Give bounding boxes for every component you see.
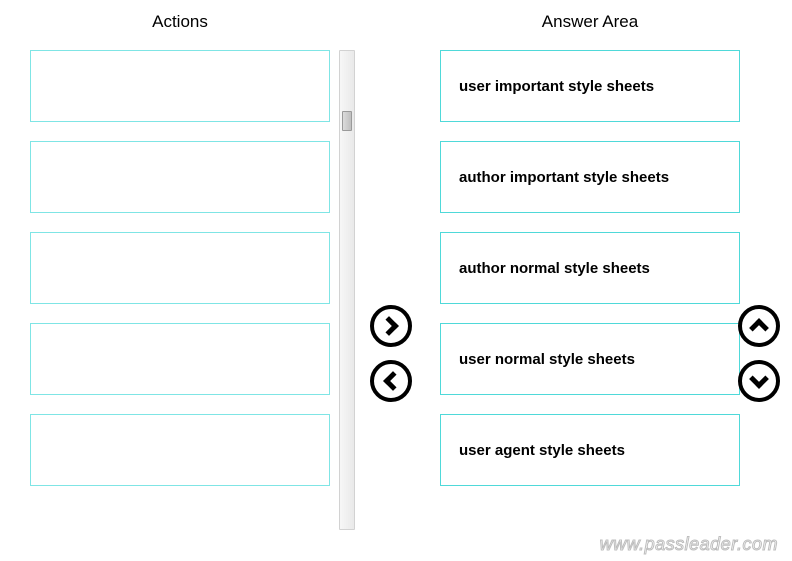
answer-slot[interactable]: user important style sheets — [440, 50, 740, 122]
answer-column: Answer Area user important style sheets … — [420, 10, 760, 551]
move-right-button[interactable] — [370, 305, 412, 347]
slot-label: user agent style sheets — [459, 442, 625, 459]
actions-slot[interactable] — [30, 232, 330, 304]
answer-slot[interactable]: user agent style sheets — [440, 414, 740, 486]
answer-slot[interactable]: user normal style sheets — [440, 323, 740, 395]
chevron-left-icon — [383, 371, 403, 391]
actions-slot[interactable] — [30, 50, 330, 122]
actions-slot[interactable] — [30, 323, 330, 395]
scrollbar-thumb[interactable] — [342, 111, 352, 131]
chevron-up-icon — [749, 318, 769, 338]
move-up-button[interactable] — [738, 305, 780, 347]
drag-drop-layout: Actions Answer Area user important style… — [0, 0, 792, 561]
slot-label: user normal style sheets — [459, 351, 635, 368]
slot-label: author normal style sheets — [459, 260, 650, 277]
slot-label: user important style sheets — [459, 78, 654, 95]
answer-slot[interactable]: author important style sheets — [440, 141, 740, 213]
actions-column: Actions — [10, 10, 350, 551]
chevron-right-icon — [379, 316, 399, 336]
move-down-button[interactable] — [738, 360, 780, 402]
actions-scrollbar[interactable] — [339, 50, 355, 530]
slot-label: author important style sheets — [459, 169, 669, 186]
watermark-text: www.passleader.com — [600, 534, 778, 555]
chevron-down-icon — [749, 369, 769, 389]
actions-slot[interactable] — [30, 141, 330, 213]
actions-slot[interactable] — [30, 414, 330, 486]
move-left-button[interactable] — [370, 360, 412, 402]
actions-header: Actions — [152, 12, 208, 32]
answer-header: Answer Area — [542, 12, 638, 32]
answer-slot[interactable]: author normal style sheets — [440, 232, 740, 304]
